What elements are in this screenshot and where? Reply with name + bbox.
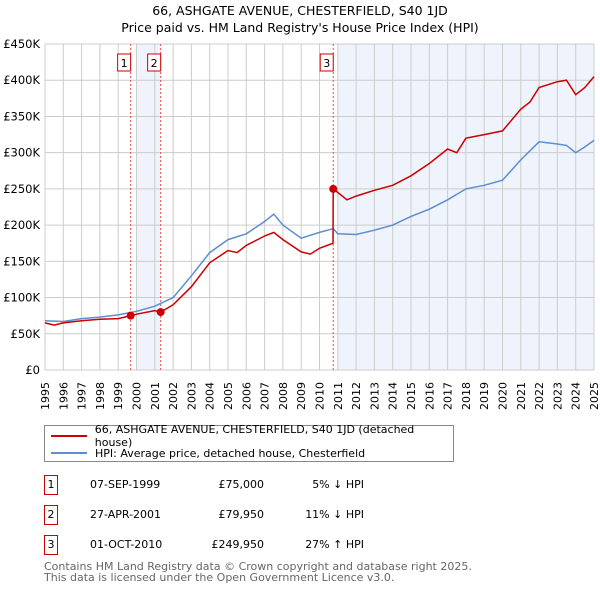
sale-badge xyxy=(147,53,162,72)
legend-item-hpi: HPI: Average price, detached house, Ches… xyxy=(51,445,365,461)
transaction-row: 1 07-SEP-1999 £75,000 5% ↓ HPI xyxy=(44,475,444,495)
sale-badge-label: 2 xyxy=(151,57,158,70)
sale-badge-label: 3 xyxy=(323,57,330,70)
x-tick-label: 2025 xyxy=(588,382,600,410)
transaction-price: £79,950 xyxy=(218,508,265,521)
x-tick-label: 2015 xyxy=(405,382,418,410)
x-tick-label: 1996 xyxy=(57,382,70,410)
sale-point xyxy=(329,184,338,193)
y-tick-label: £250K xyxy=(3,182,40,196)
plot-area: 1995 1996 1997 1998 1999 2000 2001 2002 2003 2004… xyxy=(3,37,600,410)
transaction-hpi-diff: 11% ↓ HPI xyxy=(305,508,364,521)
y-tick-label: £350K xyxy=(3,109,40,123)
x-tick-label: 2022 xyxy=(533,382,546,410)
transaction-number-badge: 1 xyxy=(44,475,58,495)
x-tick-label: 2020 xyxy=(497,382,510,410)
x-tick-label: 2002 xyxy=(167,382,180,410)
x-tick-label: 1995 xyxy=(39,382,52,410)
x-tick-label: 2006 xyxy=(240,382,253,410)
transaction-hpi-diff: 27% ↑ HPI xyxy=(305,538,364,551)
x-tick-label: 2010 xyxy=(314,382,327,410)
footer-copyright: Contains HM Land Registry data © Crown c… xyxy=(44,560,472,573)
x-tick-label: 2017 xyxy=(442,382,455,410)
transaction-row: 3 01-OCT-2010 £249,950 27% ↑ HPI xyxy=(44,535,444,555)
transaction-number-badge: 2 xyxy=(44,505,58,525)
sale-badge-label: 1 xyxy=(121,57,128,70)
x-tick-label: 2014 xyxy=(387,382,400,410)
y-tick-label: £50K xyxy=(11,327,41,341)
x-tick-label: 2021 xyxy=(515,382,528,410)
x-tick-label: 1997 xyxy=(76,382,89,410)
x-tick-label: 2004 xyxy=(204,382,217,410)
y-tick-label: £400K xyxy=(3,73,40,87)
transaction-price: £75,000 xyxy=(218,478,265,491)
chart-title-line2: Price paid vs. HM Land Registry's House … xyxy=(121,20,479,35)
x-tick-label: 2019 xyxy=(478,382,491,410)
footer-licence: This data is licensed under the Open Gov… xyxy=(44,571,395,584)
legend-label-hpi: HPI: Average price, detached house, Ches… xyxy=(95,446,366,460)
y-tick-label: £0 xyxy=(25,363,40,377)
x-tick-label: 2008 xyxy=(277,382,290,410)
y-tick-label: £100K xyxy=(3,291,40,305)
y-tick-label: £200K xyxy=(3,218,40,232)
x-tick-label: 2018 xyxy=(460,382,473,410)
x-tick-label: 2024 xyxy=(570,382,583,410)
property-price-line xyxy=(44,76,595,326)
x-tick-label: 2001 xyxy=(149,382,162,410)
x-tick-label: 2007 xyxy=(259,382,272,410)
transaction-date: 01-OCT-2010 xyxy=(90,538,163,551)
x-tick-label: 2005 xyxy=(222,382,235,410)
chart-title-line1: 66, ASHGATE AVENUE, CHESTERFIELD, S40 1J… xyxy=(152,3,448,18)
shaded-period xyxy=(136,44,161,370)
transaction-row: 2 27-APR-2001 £79,950 11% ↓ HPI xyxy=(44,505,444,525)
transaction-date: 27-APR-2001 xyxy=(90,508,162,521)
y-tick-label: £300K xyxy=(3,146,40,160)
legend: 66, ASHGATE AVENUE, CHESTERFIELD, S40 1J… xyxy=(44,423,454,462)
x-tick-label: 2000 xyxy=(131,382,144,410)
sale-badge xyxy=(319,53,334,72)
legend-item-property: 66, ASHGATE AVENUE, CHESTERFIELD, S40 1J… xyxy=(51,423,453,449)
y-tick-label: £450K xyxy=(3,37,40,51)
legend-label-property: 66, ASHGATE AVENUE, CHESTERFIELD, S40 1J… xyxy=(94,423,415,449)
x-tick-label: 1998 xyxy=(94,382,107,410)
x-tick-label: 2012 xyxy=(350,382,363,410)
y-tick-label: £150K xyxy=(3,254,40,268)
x-tick-label: 2023 xyxy=(551,382,564,410)
x-tick-label: 2011 xyxy=(332,382,345,410)
transaction-price: £249,950 xyxy=(211,538,265,551)
legend-swatch-blue xyxy=(51,452,87,454)
transaction-hpi-diff: 5% ↓ HPI xyxy=(312,478,364,491)
x-tick-label: 2016 xyxy=(423,382,436,410)
sale-point xyxy=(156,308,165,317)
sale-badge xyxy=(117,53,132,72)
x-tick-label: 2003 xyxy=(185,382,198,410)
legend-swatch-red xyxy=(51,435,87,437)
transaction-date: 07-SEP-1999 xyxy=(90,478,161,491)
sale-point xyxy=(126,311,135,320)
x-tick-label: 1999 xyxy=(112,382,125,410)
x-tick-label: 2013 xyxy=(368,382,381,410)
transaction-number-badge: 3 xyxy=(44,535,58,555)
x-tick-label: 2009 xyxy=(295,382,308,410)
